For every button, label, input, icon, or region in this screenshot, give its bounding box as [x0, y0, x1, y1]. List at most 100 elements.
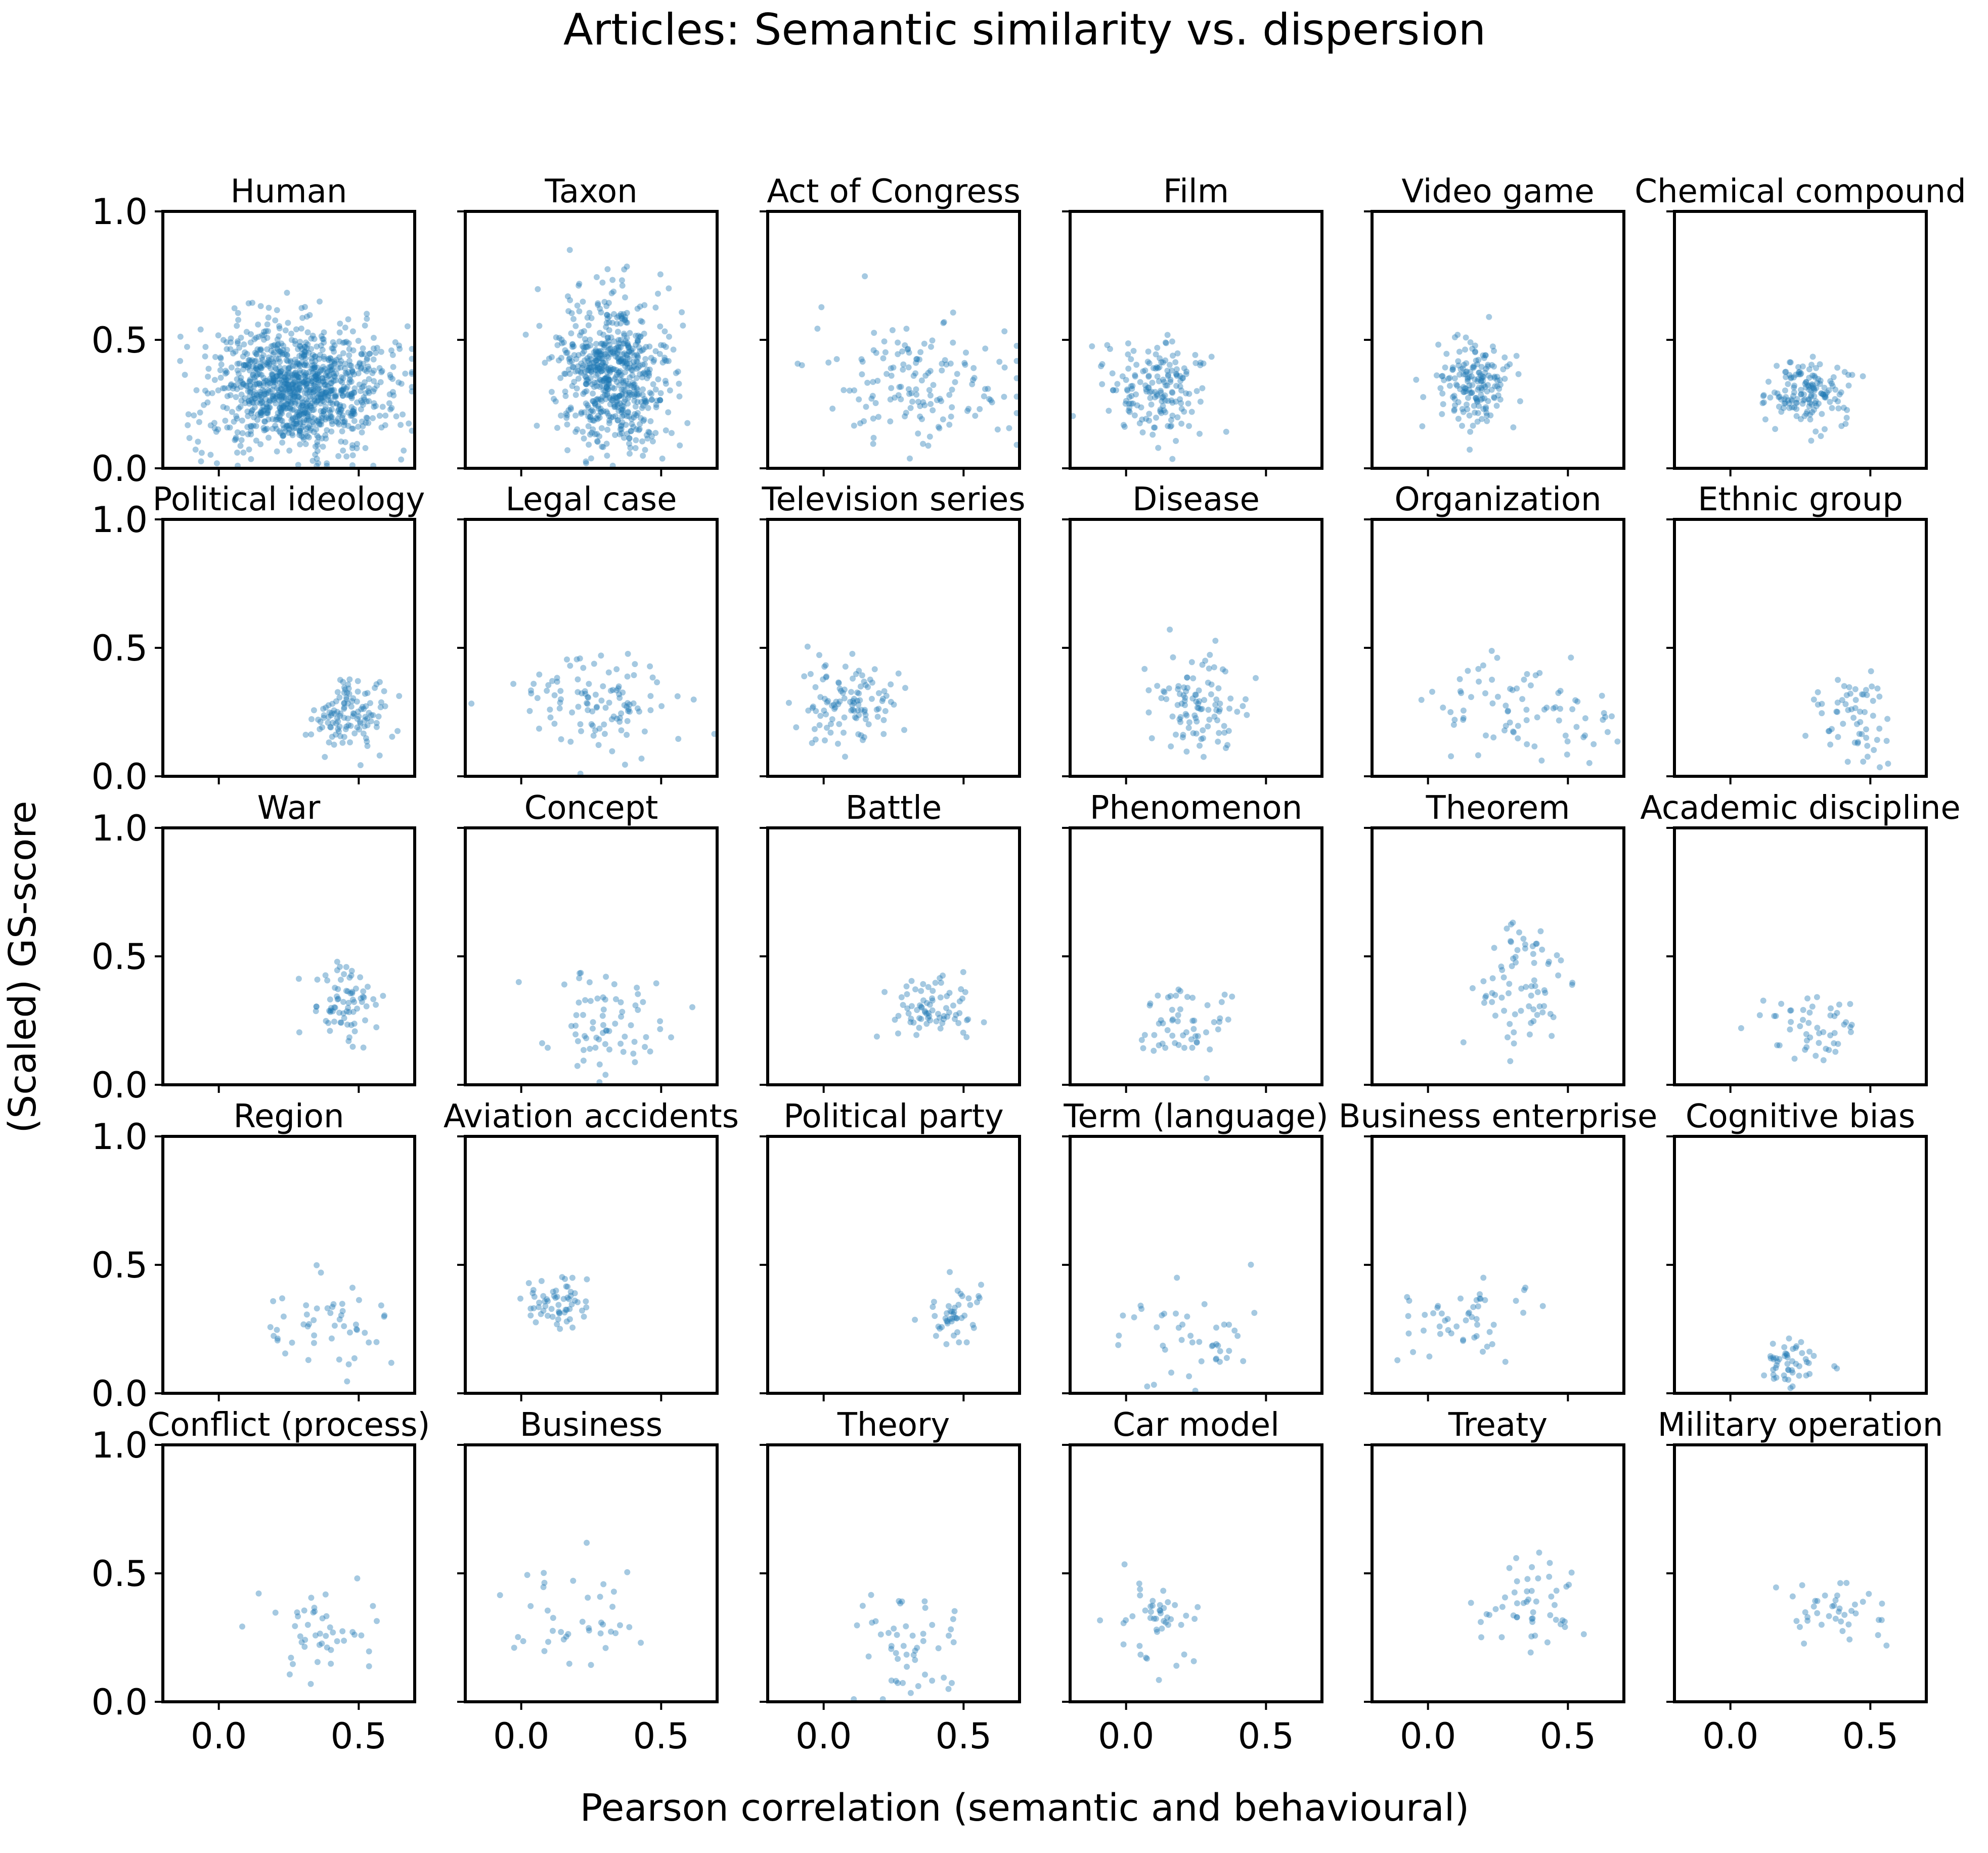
scatter-point: [312, 381, 318, 388]
scatter-point: [1538, 757, 1545, 764]
scatter-point: [345, 1038, 352, 1044]
scatter-point: [348, 395, 355, 402]
scatter-point: [332, 374, 338, 380]
scatter-point: [276, 387, 282, 393]
scatter-point: [608, 414, 614, 421]
scatter-point: [920, 997, 926, 1004]
y-tick-label: 1.0: [92, 499, 148, 541]
scatter-point: [1492, 1012, 1498, 1019]
scatter-point: [584, 343, 590, 350]
scatter-point: [356, 361, 363, 367]
scatter-point: [253, 437, 259, 444]
scatter-point: [607, 401, 613, 408]
scatter-point: [603, 384, 610, 391]
scatter-point: [624, 1569, 631, 1575]
scatter-point: [1829, 1603, 1836, 1610]
scatter-point: [252, 377, 258, 384]
scatter-point: [293, 418, 299, 425]
scatter-point: [262, 426, 269, 433]
scatter-point: [632, 445, 639, 451]
scatter-point: [282, 1350, 288, 1357]
scatter-point: [583, 458, 589, 465]
scatter-point: [284, 384, 290, 391]
scatter-point: [1548, 1593, 1555, 1600]
scatter-point: [1207, 1046, 1213, 1053]
scatter-point: [308, 400, 315, 407]
scatter-point: [1530, 951, 1536, 957]
scatter-point: [1544, 1639, 1551, 1646]
scatter-point: [614, 417, 621, 424]
scatter-point: [1165, 1621, 1171, 1628]
scatter-point: [344, 392, 350, 399]
scatter-point: [585, 1595, 591, 1601]
scatter-point: [1467, 428, 1474, 435]
scatter-point: [1832, 396, 1838, 403]
scatter-point: [282, 386, 288, 392]
scatter-point: [599, 382, 605, 389]
scatter-point: [337, 963, 343, 970]
scatter-point: [573, 385, 580, 392]
scatter-point: [595, 356, 602, 362]
scatter-point: [626, 348, 632, 355]
scatter-point: [311, 388, 318, 394]
scatter-point: [615, 359, 622, 365]
scatter-point: [616, 382, 623, 388]
scatter-point: [1818, 390, 1825, 396]
scatter-point: [358, 350, 365, 357]
scatter-point: [1453, 1323, 1460, 1330]
scatter-point: [266, 357, 272, 364]
scatter-point: [623, 378, 629, 384]
scatter-point: [382, 412, 389, 419]
scatter-point: [596, 351, 603, 358]
scatter-point: [314, 977, 321, 983]
scatter-point: [329, 345, 335, 351]
scatter-point: [290, 380, 296, 386]
scatter-point: [603, 974, 609, 980]
scatter-point: [322, 407, 328, 413]
scatter-point: [277, 408, 284, 415]
scatter-point: [260, 336, 267, 343]
scatter-point: [1827, 741, 1834, 748]
scatter-point: [379, 368, 385, 374]
scatter-point: [841, 729, 847, 736]
scatter-point: [1151, 1032, 1158, 1038]
scatter-point: [1476, 1295, 1483, 1302]
scatter-point: [1493, 403, 1500, 409]
scatter-point: [310, 388, 317, 395]
scatter-point: [271, 377, 277, 384]
scatter-point: [569, 1274, 576, 1281]
scatter-point: [291, 425, 297, 431]
scatter-point: [246, 446, 252, 453]
scatter-point: [286, 386, 292, 392]
scatter-point: [585, 343, 591, 350]
scatter-point: [253, 351, 260, 358]
scatter-point: [640, 386, 646, 392]
scatter-point: [1104, 342, 1111, 348]
scatter-point: [247, 339, 254, 346]
scatter-point: [621, 332, 628, 339]
scatter-point: [1554, 952, 1560, 958]
scatter-point: [646, 366, 653, 373]
scatter-point: [1469, 985, 1476, 991]
scatter-point: [354, 698, 360, 705]
scatter-point: [331, 348, 337, 355]
scatter-point: [649, 438, 656, 445]
scatter-point: [323, 382, 329, 388]
scatter-point: [629, 349, 635, 356]
scatter-point: [613, 666, 620, 673]
scatter-point: [941, 1674, 947, 1681]
scatter-point: [629, 367, 636, 374]
scatter-point: [282, 365, 288, 371]
scatter-point: [604, 266, 611, 273]
scatter-point: [325, 392, 332, 399]
scatter-point: [287, 388, 294, 395]
scatter-point: [290, 388, 297, 394]
scatter-point: [587, 414, 593, 420]
scatter-point: [211, 420, 217, 426]
scatter-point: [632, 391, 638, 398]
scatter-point: [348, 1022, 355, 1028]
scatter-point: [346, 346, 352, 352]
scatter-point: [1244, 712, 1250, 718]
scatter-point: [285, 366, 292, 372]
scatter-point: [922, 1605, 929, 1611]
